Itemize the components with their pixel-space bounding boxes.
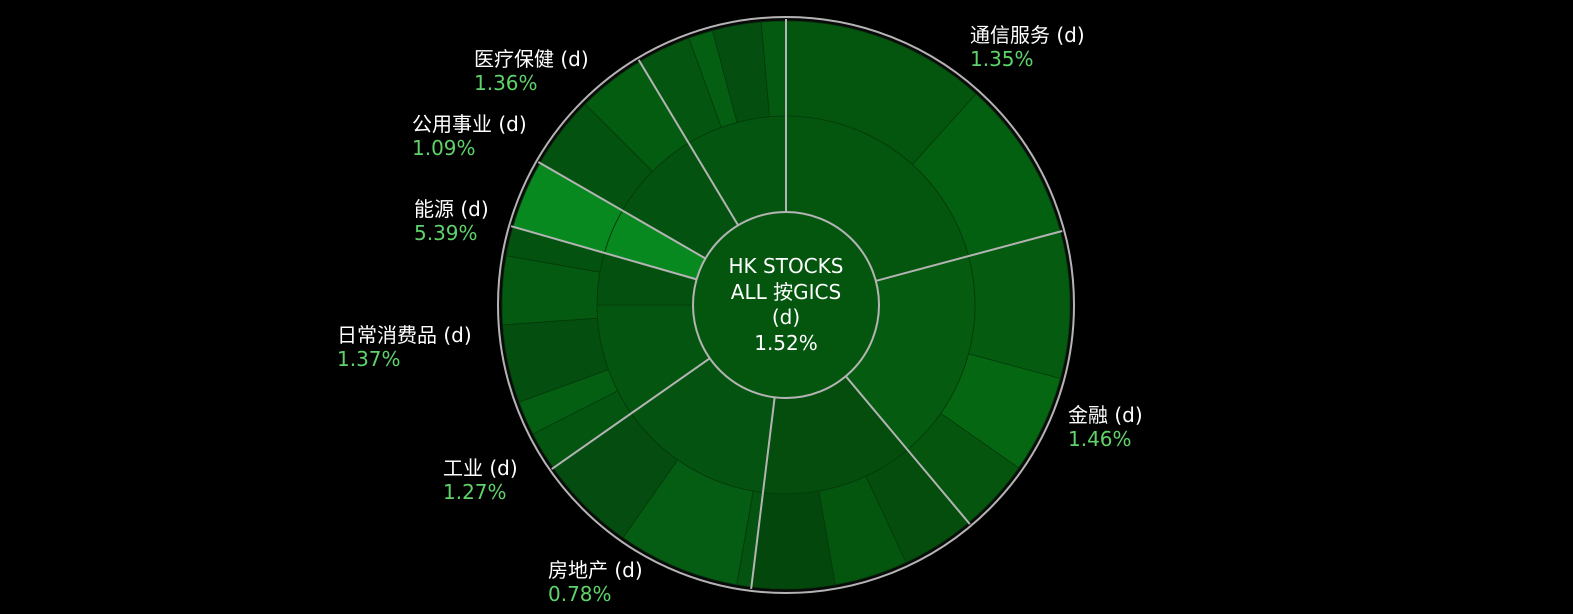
center-circle <box>692 211 880 399</box>
chart-segments <box>497 16 1075 594</box>
sector-label: 通信服务 (d)1.35% <box>970 23 1085 71</box>
sector-label: 公用事业 (d)1.09% <box>412 112 527 160</box>
sector-value: 1.27% <box>443 480 507 504</box>
sector-value: 1.37% <box>337 347 401 371</box>
chart-rings <box>692 211 880 399</box>
sector-name: 医疗保健 (d) <box>474 47 589 71</box>
sector-label: 日常消费品 (d)1.37% <box>337 323 472 371</box>
sector-name: 工业 (d) <box>443 456 518 480</box>
sector-label: 金融 (d)1.46% <box>1068 403 1143 451</box>
sector-value: 1.09% <box>412 136 476 160</box>
sector-name: 房地产 (d) <box>548 558 643 582</box>
sector-name: 日常消费品 (d) <box>337 323 472 347</box>
outer-segment <box>968 231 1071 379</box>
sector-label: 工业 (d)1.27% <box>443 456 518 504</box>
sector-dividers <box>510 19 1063 589</box>
sector-label: 房地产 (d)0.78% <box>548 558 643 606</box>
sector-divider <box>637 59 739 226</box>
sector-divider <box>875 230 1063 282</box>
sector-name: 公用事业 (d) <box>412 112 527 136</box>
sector-name: 通信服务 (d) <box>970 23 1085 47</box>
sector-divider <box>510 225 697 281</box>
center-value: 1.52% <box>754 331 818 355</box>
center-line-1: HK STOCKS <box>729 254 844 278</box>
center-line-2: ALL 按GICS <box>731 280 841 304</box>
sector-label: 医疗保健 (d)1.36% <box>474 47 589 95</box>
sector-label: 能源 (d)5.39% <box>414 197 489 245</box>
sector-divider <box>537 161 706 260</box>
sector-value: 5.39% <box>414 221 478 245</box>
sector-divider <box>551 357 711 470</box>
chart-center: HK STOCKS ALL 按GICS (d) 1.52% <box>729 254 844 355</box>
sector-value: 0.78% <box>548 582 612 606</box>
sector-value: 1.46% <box>1068 427 1132 451</box>
sector-name: 能源 (d) <box>414 197 489 221</box>
sector-divider <box>845 375 971 525</box>
sector-value: 1.36% <box>474 71 538 95</box>
sector-labels: 通信服务 (d)1.35% 金融 (d)1.46% 房地产 (d)0.78% 工业 (… <box>337 23 1143 606</box>
sector-value: 1.35% <box>970 47 1034 71</box>
sector-name: 金融 (d) <box>1068 403 1143 427</box>
sector-divider <box>750 397 776 589</box>
center-line-3: (d) <box>772 305 800 329</box>
